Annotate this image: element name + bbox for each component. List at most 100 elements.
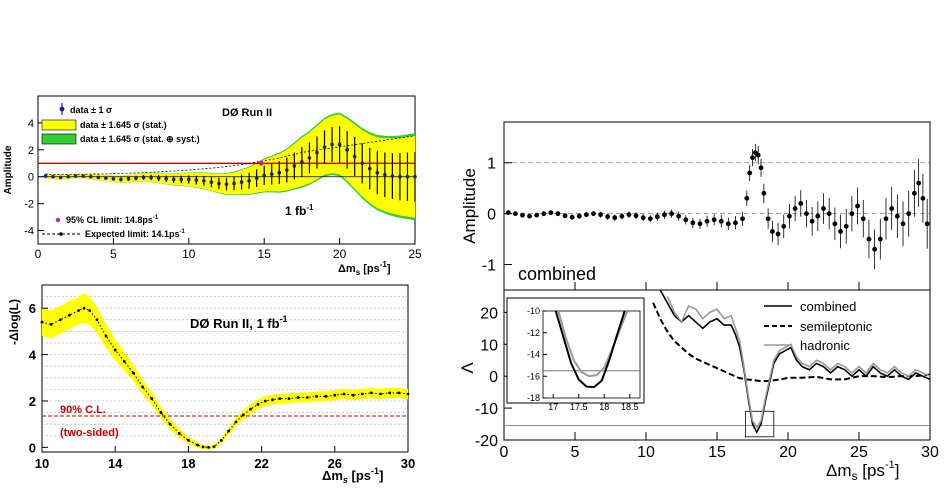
amplitude-point — [187, 177, 191, 182]
combined-point — [906, 211, 912, 217]
expected-limit-curve — [45, 135, 416, 175]
combined-point — [821, 206, 826, 211]
inset-y-tick-label: -12 — [527, 328, 540, 338]
x-tick-label: 26 — [328, 456, 342, 471]
combined-point — [527, 213, 532, 219]
combined-point — [740, 216, 745, 222]
inset-y-tick-label: -14 — [527, 350, 540, 360]
loglik-point — [278, 397, 282, 401]
combined-point — [798, 201, 804, 206]
legend-limit-marker — [55, 217, 61, 223]
amplitude-point — [232, 181, 236, 186]
x-tick-label: 30 — [921, 444, 939, 461]
legend-limit-text: 95% CL limit: 14.8ps-1 — [66, 215, 159, 225]
combined-point — [924, 221, 930, 227]
combined-point — [583, 212, 589, 218]
combined-point — [569, 214, 575, 220]
zoom-box — [745, 410, 775, 438]
amplitude-point — [337, 142, 342, 147]
amplitude-combined-label: combined — [518, 264, 596, 284]
amplitude-point — [254, 176, 259, 180]
legend-entry-3: data ± 1.645 σ (stat. ⊕ syst.) — [80, 134, 200, 144]
amplitude-point — [398, 174, 402, 179]
amplitude-point — [292, 164, 297, 168]
amplitude-point — [413, 174, 417, 179]
combined-point — [669, 211, 674, 217]
x-tick-label: 5 — [571, 444, 580, 461]
loglik-point — [68, 313, 71, 317]
loglik-point — [388, 391, 392, 395]
combined-point — [534, 212, 540, 218]
loglik-point — [271, 398, 274, 402]
combined-point — [883, 216, 889, 222]
x-tick-label: 20 — [779, 444, 797, 461]
amplitude-point — [352, 154, 357, 159]
legend-entry-2: data ± 1.645 σ (stat.) — [80, 120, 167, 130]
loglik-point — [315, 394, 318, 398]
loglik-d0-ylabel: -Δlog(L) — [7, 299, 21, 345]
amplitude-point — [43, 174, 48, 178]
lambda-combined-panel: 0 5 10 15 20 25 30 -20 -10 0 10 20 combined semilep… — [458, 289, 939, 483]
combined-point — [633, 213, 639, 219]
loglik-point — [177, 432, 181, 435]
combined-point — [792, 206, 798, 211]
amplitude-d0-xlabel: Δms [ps-1] — [338, 260, 391, 277]
loglik-point — [256, 403, 260, 406]
inset-combined-curve — [554, 310, 626, 389]
combined-point — [683, 217, 689, 223]
amplitude-point — [194, 178, 199, 182]
y-tick-label: 10 — [480, 337, 498, 354]
loglik-point — [219, 439, 223, 442]
loglik-point — [287, 397, 291, 401]
loglik-point — [187, 439, 190, 442]
lambda-legend: combined semileptonic hadronic — [764, 299, 873, 353]
combined-point — [815, 213, 821, 219]
combined-point — [512, 211, 518, 217]
amplitude-d0-legend: data ± 1 σ data ± 1.645 σ (stat.) data ±… — [41, 103, 200, 239]
combined-point — [765, 216, 771, 222]
legend-combined-label: combined — [800, 299, 856, 314]
loglik-d0-xlabel: Δms [ps-1] — [322, 466, 383, 485]
combined-point — [733, 220, 738, 226]
amplitude-point — [405, 174, 410, 179]
loglik-point — [249, 407, 253, 411]
amplitude-point — [209, 180, 214, 184]
combined-point — [920, 195, 926, 201]
x-tick-label: 10 — [35, 456, 49, 471]
loglik-point — [159, 411, 163, 414]
legend-entry-1: data ± 1 σ — [70, 105, 112, 115]
combined-point — [676, 213, 682, 219]
combined-point — [894, 213, 900, 219]
y-tick-label: 0 — [489, 369, 498, 386]
y-tick-label: 2 — [29, 394, 36, 409]
amplitude-point — [51, 174, 55, 179]
loglik-d0-title: DØ Run II, 1 fb-1 — [190, 314, 288, 331]
y-tick-label: -4 — [24, 226, 34, 238]
x-tick-label: 25 — [850, 444, 868, 461]
amplitude-point — [239, 180, 244, 184]
loglik-d0-panel: 10 14 18 22 26 30 0 2 4 6 DØ Run II, 1 fb-1 90% C… — [7, 284, 415, 485]
amplitude-point — [134, 176, 138, 180]
y-tick-label: 0 — [29, 440, 36, 455]
loglik-point — [201, 445, 205, 449]
amplitude-point — [345, 148, 349, 152]
loglik-point — [207, 445, 210, 449]
loglik-point — [227, 429, 231, 433]
amplitude-point — [247, 178, 251, 183]
amplitude-point — [322, 145, 327, 149]
amplitude-point — [149, 175, 153, 180]
amplitude-point — [179, 177, 184, 182]
combined-point — [804, 211, 809, 217]
combined-point — [832, 221, 838, 227]
amplitude-point — [285, 168, 289, 172]
x-tick-label: 15 — [258, 247, 272, 261]
x-tick-label: 25 — [408, 247, 422, 261]
loglik-point — [360, 392, 364, 396]
x-tick-label: 20 — [333, 247, 347, 261]
x-tick-label: 0 — [500, 444, 509, 461]
amplitude-point — [224, 182, 229, 186]
amplitude-point — [375, 170, 380, 175]
loglik-point — [196, 443, 199, 447]
amplitude-point — [126, 176, 131, 181]
amplitude-point — [383, 172, 387, 177]
